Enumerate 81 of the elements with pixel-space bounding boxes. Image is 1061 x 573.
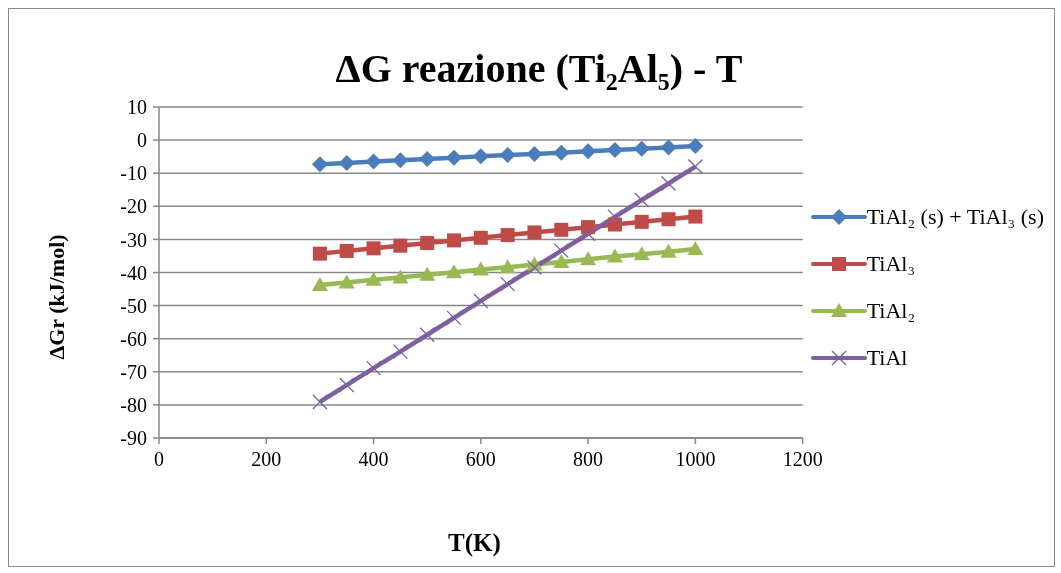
point — [633, 140, 650, 157]
point — [365, 271, 382, 286]
point — [472, 148, 489, 165]
point — [419, 327, 435, 343]
chart-title: ΔG reazione (Ti₂Al₅) - T — [334, 45, 744, 92]
point — [633, 246, 650, 261]
y-tick-label: -10 — [120, 162, 147, 185]
legend-label: TiAl₃ — [866, 251, 916, 277]
point — [473, 230, 488, 245]
x-tick-label: 0 — [154, 448, 164, 471]
legend-label: TiAl₂ — [866, 298, 916, 324]
point — [634, 192, 650, 208]
x-axis-title: T(K) — [447, 529, 502, 557]
point — [661, 212, 676, 227]
y-tick-label: -20 — [120, 195, 147, 218]
point — [339, 243, 354, 258]
point — [446, 310, 462, 326]
point — [660, 175, 677, 192]
point — [392, 343, 409, 360]
point — [499, 147, 516, 163]
point — [553, 243, 569, 259]
legend-label: TiAl — [866, 345, 908, 371]
point — [365, 153, 382, 170]
legend-label: TiAl₂ (s) + TiAl₃ (s) — [866, 204, 1044, 230]
point — [580, 251, 597, 266]
x-tick-label: 800 — [573, 448, 604, 471]
point — [312, 394, 328, 410]
point — [419, 266, 436, 281]
point — [393, 238, 408, 253]
point — [500, 276, 516, 292]
point — [392, 269, 409, 284]
point — [446, 149, 463, 166]
point — [606, 248, 623, 263]
point — [634, 214, 649, 229]
point — [312, 246, 327, 261]
point — [311, 277, 328, 292]
point — [660, 139, 677, 156]
y-axis-title: ΔGr (kJ/mol) — [44, 234, 70, 360]
point — [339, 377, 355, 393]
point — [499, 259, 516, 274]
point — [338, 154, 355, 171]
point — [472, 261, 489, 276]
point — [688, 209, 703, 224]
y-tick-label: -30 — [120, 228, 147, 251]
y-tick-label: -80 — [120, 394, 147, 416]
point — [554, 222, 569, 237]
y-tick-label: -60 — [120, 327, 147, 350]
y-tick-label: -50 — [120, 294, 147, 317]
point — [500, 228, 515, 243]
point — [580, 226, 596, 242]
point — [553, 253, 570, 268]
y-tick-label: -40 — [120, 261, 147, 284]
point — [687, 241, 704, 255]
y-tick-label: -90 — [120, 427, 147, 450]
point — [687, 138, 704, 155]
point — [553, 144, 570, 161]
x-tick-label: 600 — [465, 448, 496, 471]
point — [446, 264, 463, 279]
y-tick-label: 0 — [137, 129, 147, 152]
point — [527, 225, 542, 240]
point — [420, 236, 435, 251]
point — [526, 259, 543, 276]
point — [338, 274, 355, 289]
y-tick-label: 10 — [127, 96, 147, 119]
point — [660, 243, 677, 258]
point — [365, 360, 382, 376]
x-tick-label: 400 — [358, 448, 389, 471]
point — [392, 152, 409, 169]
y-tick-label: -70 — [120, 360, 147, 383]
x-tick-label: 200 — [251, 448, 282, 471]
point — [687, 158, 704, 175]
point — [607, 209, 623, 225]
point — [526, 146, 543, 162]
point — [366, 241, 381, 256]
x-tick-label: 1000 — [675, 448, 716, 471]
point — [447, 233, 462, 248]
point — [311, 156, 328, 173]
point — [580, 143, 597, 160]
point — [473, 293, 489, 309]
x-tick-label: 1200 — [782, 448, 823, 471]
point — [607, 217, 622, 232]
